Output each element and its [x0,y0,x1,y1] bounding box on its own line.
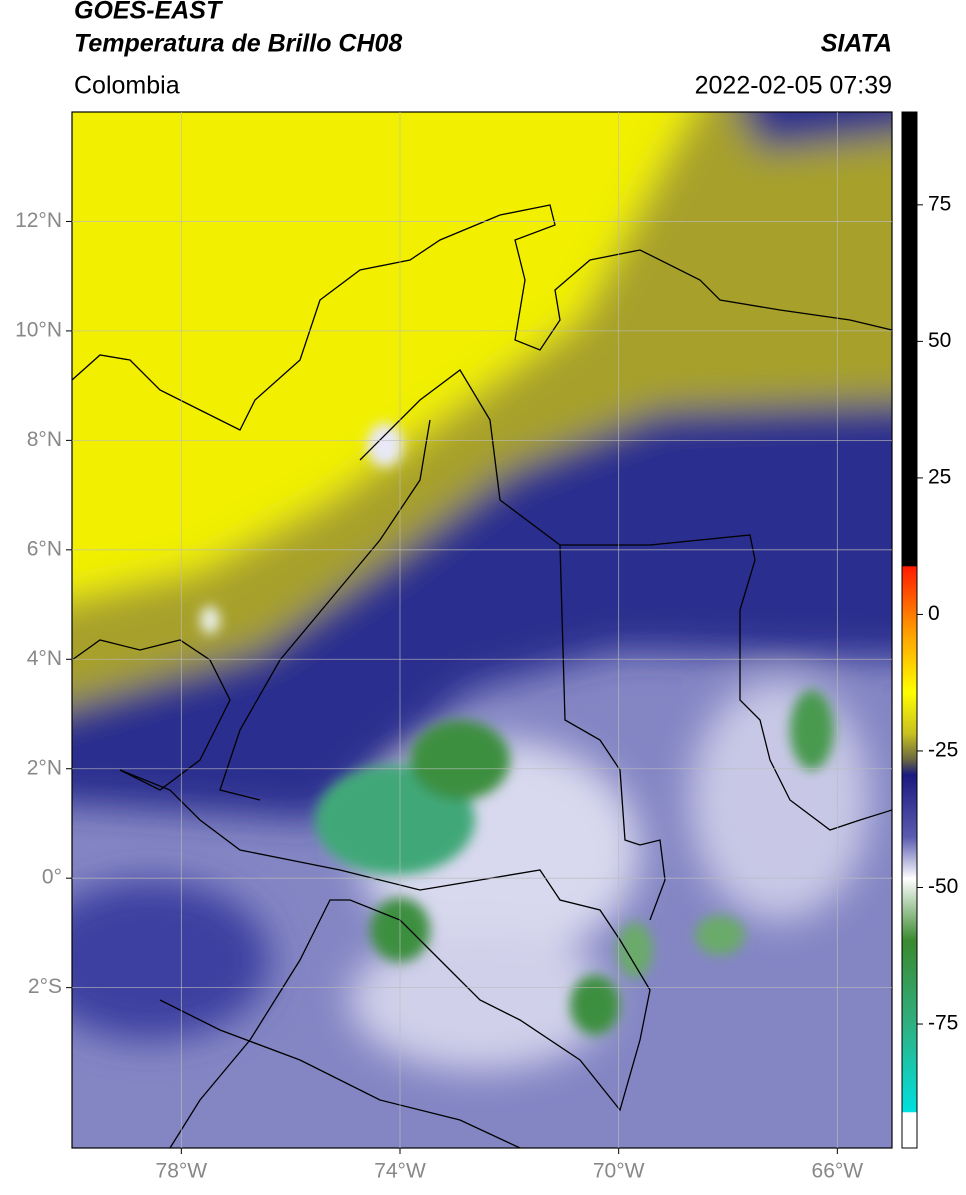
title: GOES-EAST [74,0,224,25]
colorbar-tick-label: -75 [928,1012,958,1035]
colorbar-tick-label: -50 [928,875,958,898]
colorbar-tick-label: 25 [928,465,951,488]
colorbar [901,111,918,1149]
x-tick-label: 66°W [812,1160,864,1183]
y-tick-label: 6°N [27,537,62,560]
subtitle: Temperatura de Brillo CH08 [74,30,402,58]
colorbar-tick-label: 75 [928,192,951,215]
region: Colombia [74,72,180,100]
colorbar-tick-label: 0 [928,602,940,625]
source: SIATA [821,30,892,58]
x-tick-label: 78°W [156,1160,208,1183]
grid [72,112,892,1148]
y-tick-label: 4°N [27,647,62,670]
map-frame [71,111,893,1149]
datetime: 2022-02-05 07:39 [695,72,892,100]
colorbar-tick-label: 50 [928,329,951,352]
y-tick-label: 2°N [27,756,62,779]
y-tick-label: 12°N [15,209,62,232]
coastlines [72,204,892,1148]
x-tick-label: 74°W [374,1160,426,1183]
y-tick-label: 8°N [27,428,62,451]
y-tick-label: 2°S [28,975,62,998]
satellite-image [72,112,892,1148]
y-tick-label: 0° [42,866,62,889]
y-tick-label: 10°N [15,318,62,341]
x-tick-label: 70°W [593,1160,645,1183]
colorbar-tick-label: -25 [928,739,958,762]
